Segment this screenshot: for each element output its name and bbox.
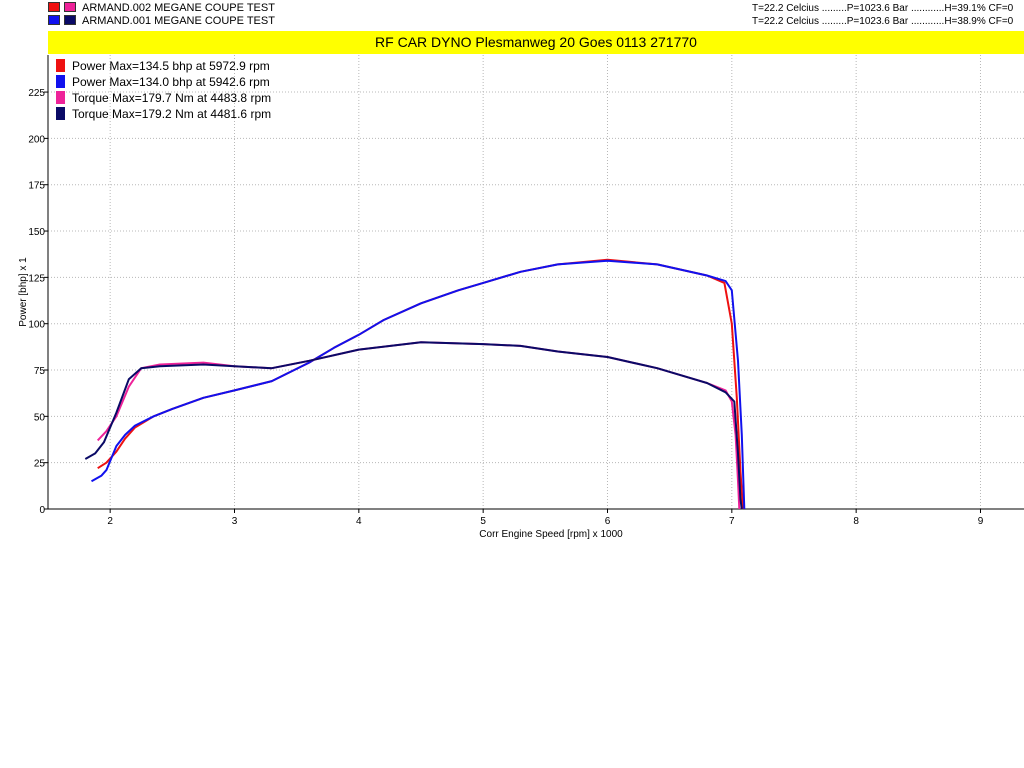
series-lines [84, 258, 746, 510]
run1-torque-swatch [64, 2, 76, 12]
x-tick-label: 2 [107, 516, 113, 527]
run-row-2: ARMAND.001 MEGANE COUPE TEST [48, 15, 275, 28]
x-tick-label: 6 [605, 516, 611, 527]
chart-title-bar: RF CAR DYNO Plesmanweg 20 Goes 0113 2717… [48, 31, 1024, 54]
legend-label: Power Max=134.5 bhp at 5972.9 rpm [72, 59, 270, 73]
legend-swatch [56, 59, 65, 72]
run-name: ARMAND.002 MEGANE COUPE TEST [82, 2, 275, 14]
y-tick-label: 50 [34, 412, 46, 423]
x-tick-label: 5 [480, 516, 486, 527]
run-conditions: T=22.2 Celcius .........P=1023.6 Bar ...… [752, 3, 1014, 14]
series-line-3 [96, 341, 741, 510]
run-conditions: T=22.2 Celcius .........P=1023.6 Bar ...… [752, 16, 1014, 27]
x-axis-label: Corr Engine Speed [rpm] x 1000 [479, 529, 623, 540]
legend-label: Torque Max=179.2 Nm at 4481.6 rpm [72, 107, 272, 121]
run1-power-swatch [48, 2, 60, 12]
y-tick-label: 0 [39, 505, 45, 516]
x-tick-label: 8 [853, 516, 859, 527]
y-tick-label: 75 [34, 366, 46, 377]
series-line-4 [84, 341, 743, 510]
grid [48, 55, 1024, 509]
run-row-1: ARMAND.002 MEGANE COUPE TEST [48, 2, 275, 15]
run2-power-swatch [48, 15, 60, 25]
x-tick-label: 9 [978, 516, 984, 527]
y-axis-label: Power [bhp] x 1 [18, 257, 29, 327]
legend-swatch [56, 91, 65, 104]
legend-swatch [56, 107, 65, 120]
y-tick-label: 225 [28, 88, 45, 99]
legend-item: Torque Max=179.2 Nm at 4481.6 rpm [56, 106, 271, 122]
legend-label: Power Max=134.0 bhp at 5942.6 rpm [72, 75, 270, 89]
legend-item: Power Max=134.5 bhp at 5972.9 rpm [56, 58, 271, 74]
x-tick-label: 4 [356, 516, 362, 527]
y-tick-label: 150 [28, 227, 45, 238]
y-tick-label: 25 [34, 459, 46, 470]
axes: 2 3 4 5 6 7 8 9 0 25 50 75 100 125 150 175 200 225 [28, 55, 1024, 527]
series-line-1 [97, 258, 744, 510]
y-tick-label: 125 [28, 273, 45, 284]
x-tick-label: 3 [232, 516, 238, 527]
y-tick-label: 100 [28, 320, 45, 331]
legend: Power Max=134.5 bhp at 5972.9 rpm Power … [56, 58, 271, 122]
x-tick-label: 7 [729, 516, 735, 527]
legend-item: Torque Max=179.7 Nm at 4483.8 rpm [56, 90, 271, 106]
legend-swatch [56, 75, 65, 88]
run-name: ARMAND.001 MEGANE COUPE TEST [82, 15, 275, 27]
y-tick-label: 200 [28, 134, 45, 145]
run2-torque-swatch [64, 15, 76, 25]
legend-item: Power Max=134.0 bhp at 5942.6 rpm [56, 74, 271, 90]
legend-label: Torque Max=179.7 Nm at 4483.8 rpm [72, 91, 272, 105]
series-line-2 [91, 259, 746, 510]
y-tick-label: 175 [28, 181, 45, 192]
